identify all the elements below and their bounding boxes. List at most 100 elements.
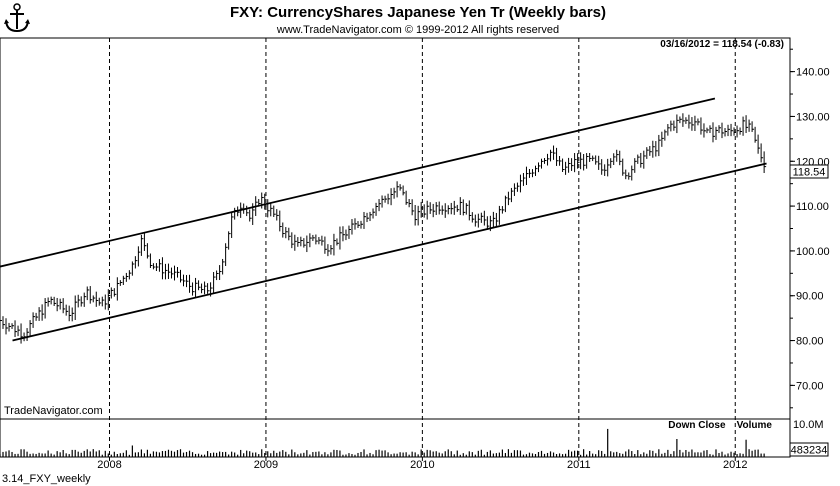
price-bar [670,120,673,132]
price-bar [489,215,493,232]
price-bar [405,190,409,205]
price-bar [164,263,168,280]
price-bar [522,173,526,186]
x-tick-label: 2012 [723,459,747,471]
price-bar [736,125,740,138]
price-bar [83,292,87,307]
price-bar [637,154,640,164]
price-bar [23,332,27,342]
volume-axis-label: 10.0M [793,419,824,431]
price-bar [77,294,81,308]
price-bar [757,134,761,154]
price-bar [712,122,715,143]
price-bar [565,161,568,175]
price-bar [592,155,595,162]
price-bar [399,184,403,191]
price-bar [222,258,225,275]
y-tick-label: 120.00 [796,156,830,168]
price-bar [26,328,30,341]
price-bar [513,183,517,196]
price-bar [243,203,246,214]
price-bar [625,169,628,180]
price-bar [571,158,574,171]
price-bar [104,294,108,310]
price-bar [643,150,646,169]
price-bar [501,206,505,214]
price-bar [198,280,201,291]
price-bar [128,270,132,280]
price-bar [95,291,99,307]
price-bar [65,304,69,316]
price-bar [411,199,415,216]
price-bar [408,199,412,208]
price-bar [550,149,553,162]
price-bar [724,128,728,137]
price-bar [11,323,15,329]
price-bar [50,296,54,305]
volume-panel-frame [0,418,791,458]
price-bar [62,298,66,314]
price-bar [387,193,391,205]
price-bar [315,234,318,245]
price-bar [122,275,126,285]
price-bar [375,202,379,216]
price-bar [234,207,237,220]
price-bar [270,202,273,217]
price-bar [703,123,706,138]
price-bar [673,120,676,131]
price-bar [616,149,619,162]
price-bar [547,153,550,166]
price-bar [276,209,279,221]
price-bar [559,156,562,166]
price-bar [225,243,228,266]
price-bar [598,155,601,170]
price-bar [98,297,102,306]
price-bar [541,158,544,169]
price-bar [80,296,84,307]
price-bar [655,141,658,157]
price-bar [685,117,688,124]
price-bar [20,323,24,344]
price-bar [68,305,72,322]
year-gridlines [109,38,736,457]
price-bar [709,125,712,133]
price-bar [207,283,210,294]
price-bar [38,307,42,321]
price-bar [649,145,652,156]
price-bar [444,203,448,218]
price-bar [125,272,129,282]
price-bar [186,275,189,288]
price-bar [583,154,586,171]
price-bar [17,325,21,337]
last-price-box [789,164,829,179]
price-bar [231,212,234,238]
channel-line [12,162,767,342]
price-bar [604,164,607,176]
price-bar [170,267,174,279]
price-bar [86,286,90,301]
price-bar [748,119,752,132]
price-bar [613,153,616,165]
price-bar [140,234,144,256]
price-bar [216,270,219,281]
price-bar [56,297,60,312]
price-bar [306,235,309,253]
price-bar [309,233,312,248]
price-bar [631,165,634,181]
price-bar [161,257,165,280]
price-bar [53,296,57,307]
price-bar [727,124,731,137]
price-bar [754,126,758,143]
price-bar [580,152,583,170]
price-bar [294,234,297,251]
price-bar [658,134,661,157]
price-bar [622,158,625,176]
price-bar [562,158,565,173]
price-bar [369,211,373,222]
price-bar [363,211,367,229]
price-bar [213,272,216,294]
price-bar [682,113,685,127]
price-bar [510,187,514,203]
price-bar [384,195,388,203]
price-bar [465,203,469,215]
